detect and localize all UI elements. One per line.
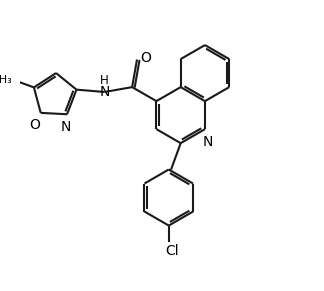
Text: CH₃: CH₃ [0,75,12,85]
Text: N: N [61,120,71,134]
Text: N: N [202,135,213,149]
Text: N: N [99,85,110,99]
Text: Cl: Cl [165,244,179,258]
Text: O: O [141,51,152,65]
Text: H: H [100,74,109,87]
Text: O: O [30,118,40,132]
